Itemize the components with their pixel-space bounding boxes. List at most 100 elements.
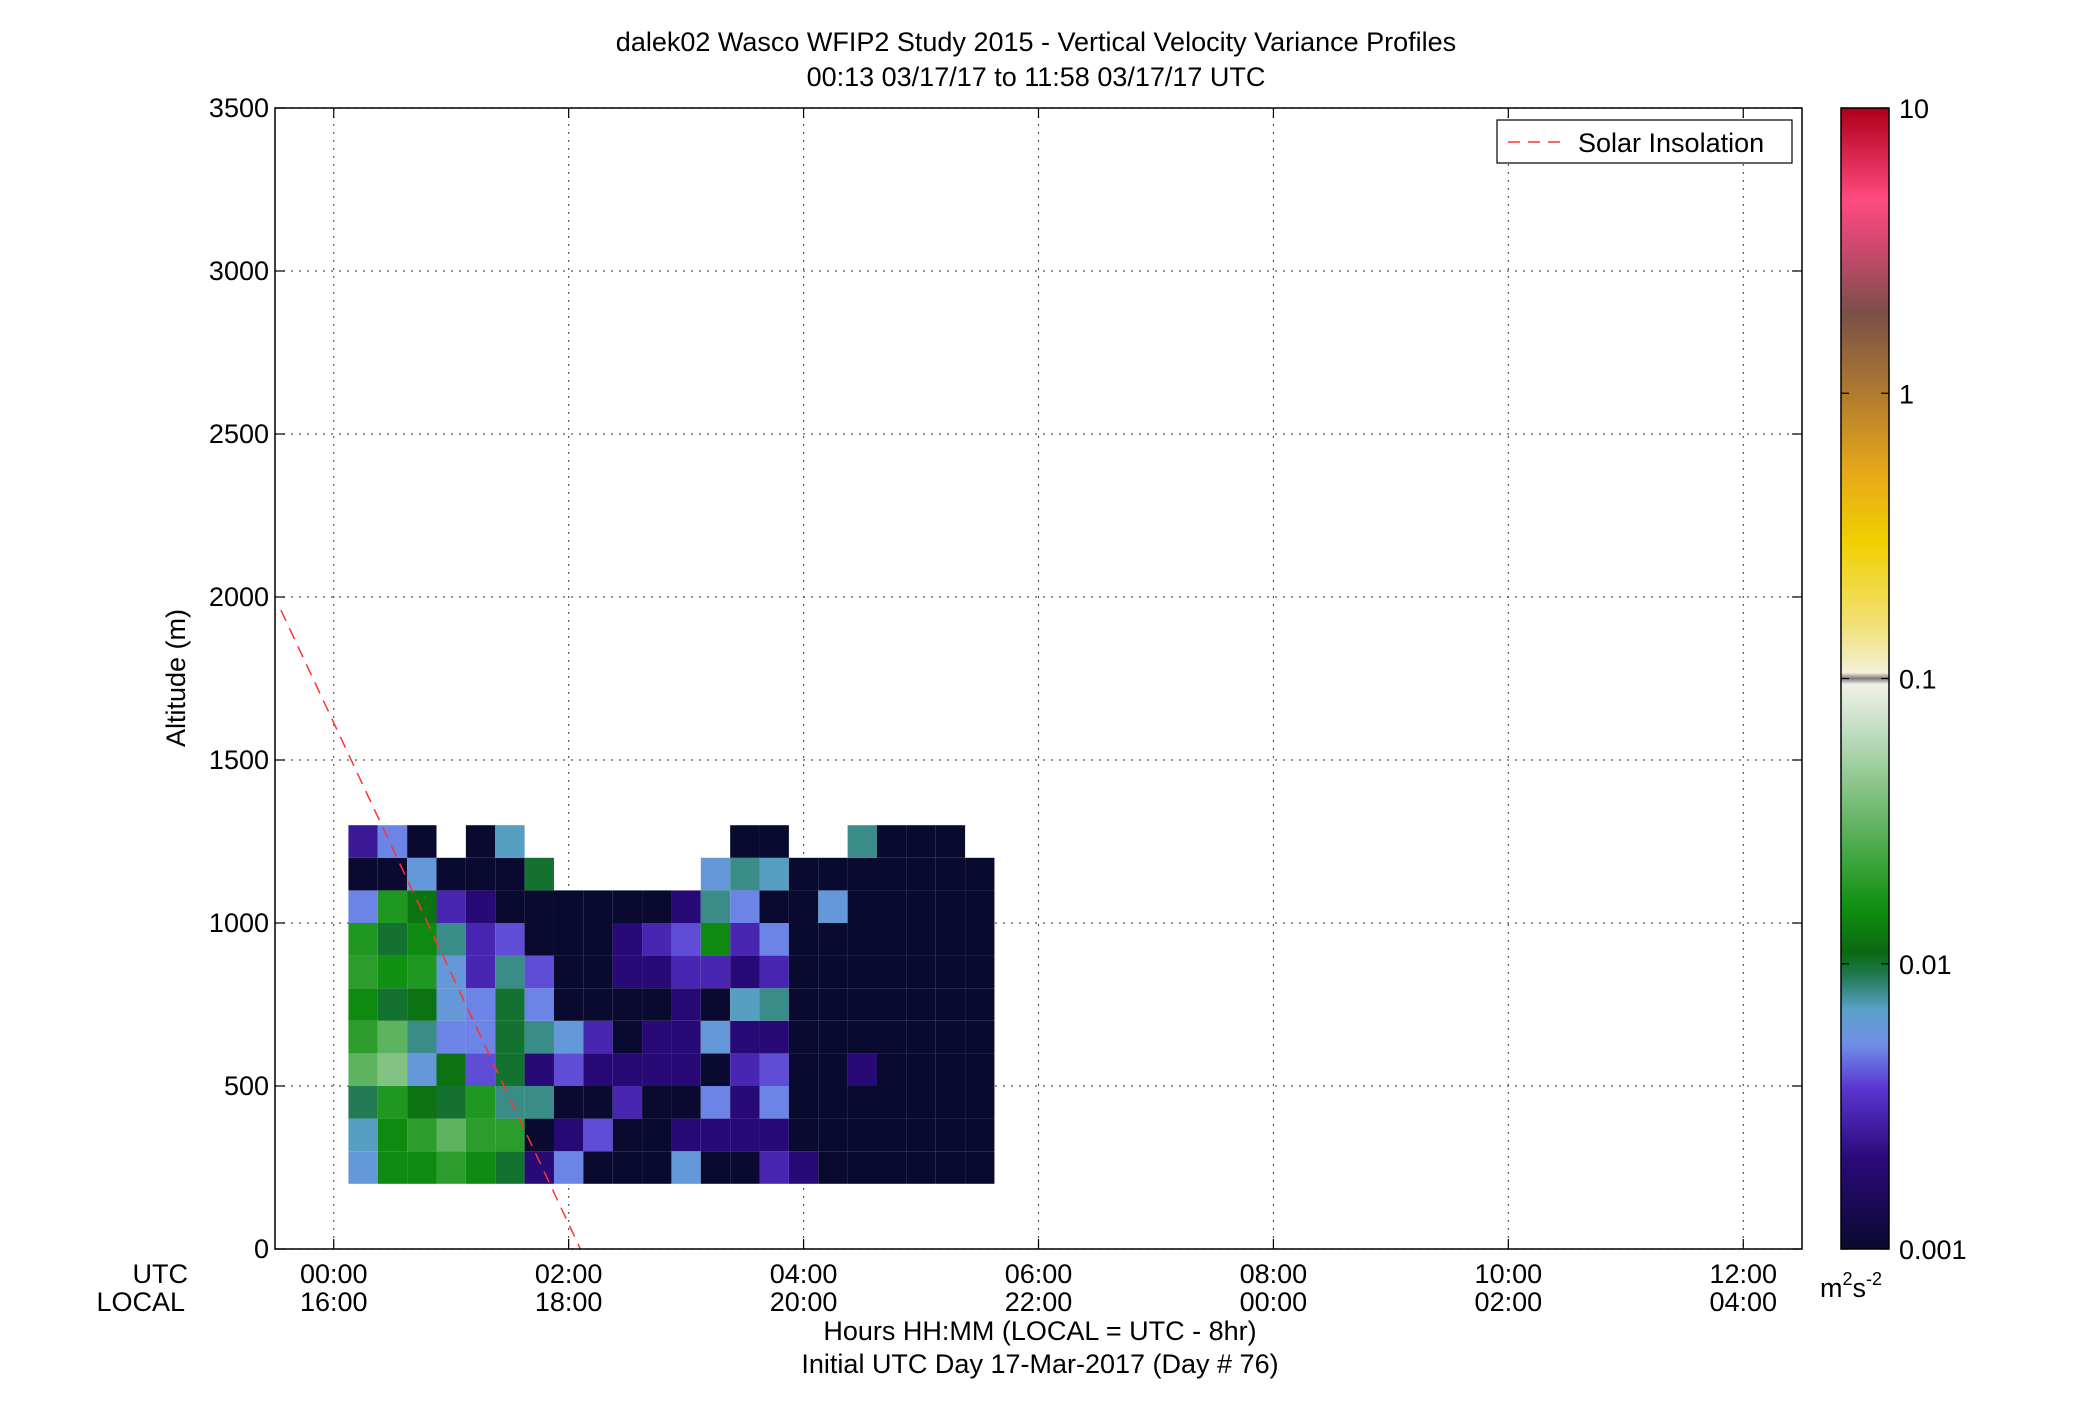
heatmap-cell bbox=[671, 1151, 701, 1184]
heatmap-cell bbox=[407, 923, 437, 956]
heatmap-cell bbox=[671, 1053, 701, 1086]
heatmap-cell bbox=[847, 825, 877, 858]
heatmap-cell bbox=[348, 857, 378, 891]
heatmap-cell bbox=[759, 988, 789, 1021]
heatmap-cell bbox=[524, 1020, 554, 1054]
heatmap-cell bbox=[965, 1151, 995, 1184]
heatmap-cell bbox=[730, 955, 760, 989]
heatmap-cell bbox=[495, 1020, 525, 1054]
heatmap-cell bbox=[818, 923, 848, 956]
heatmap-cell bbox=[759, 1053, 789, 1086]
heatmap-cell bbox=[965, 923, 995, 956]
heatmap-cell bbox=[407, 988, 437, 1021]
heatmap-cell bbox=[700, 955, 731, 989]
heatmap-cell bbox=[553, 890, 584, 923]
heatmap-cell bbox=[407, 1118, 437, 1152]
heatmap-cell bbox=[759, 1118, 789, 1152]
heatmap-cell bbox=[377, 955, 408, 989]
heatmap-cell bbox=[583, 1086, 613, 1119]
heatmap-cell bbox=[348, 955, 378, 989]
colorbar-tick-label: 1 bbox=[1899, 379, 1914, 409]
heatmap-cell bbox=[348, 923, 378, 956]
heatmap-cell bbox=[965, 890, 995, 923]
heatmap-cell bbox=[495, 1118, 525, 1152]
heatmap-cell bbox=[906, 857, 936, 891]
heatmap-cell bbox=[348, 1151, 378, 1184]
heatmap-cell bbox=[583, 1053, 613, 1086]
heatmap-cell bbox=[583, 988, 613, 1021]
heatmap-cell bbox=[465, 1151, 496, 1184]
heatmap-cell bbox=[642, 955, 672, 989]
heatmap-cell bbox=[553, 923, 584, 956]
y-tick-label: 2000 bbox=[209, 582, 269, 612]
heatmap-cell bbox=[700, 1053, 731, 1086]
heatmap-cell bbox=[377, 1086, 408, 1119]
heatmap-cell bbox=[935, 1020, 966, 1054]
heatmap-cell bbox=[436, 1053, 466, 1086]
heatmap-cell bbox=[553, 1118, 584, 1152]
heatmap-cell bbox=[700, 1151, 731, 1184]
heatmap-cell bbox=[700, 890, 731, 923]
colorbar: 0.001 0.01 0.1 1 10 m2s-2 bbox=[1820, 94, 1967, 1303]
heatmap-cell bbox=[935, 1151, 966, 1184]
y-tick-label: 500 bbox=[224, 1071, 269, 1101]
colorbar-unit-exp1: 2 bbox=[1843, 1269, 1853, 1289]
heatmap-cell bbox=[436, 955, 466, 989]
legend-solar-label: Solar Insolation bbox=[1578, 128, 1764, 158]
heatmap-cell bbox=[642, 890, 672, 923]
heatmap-cell bbox=[847, 890, 877, 923]
x-tick-label-local: 22:00 bbox=[1005, 1287, 1073, 1317]
legend: Solar Insolation bbox=[1496, 119, 1793, 164]
heatmap-cell bbox=[700, 923, 731, 956]
heatmap-cell bbox=[671, 890, 701, 923]
heatmap-cell bbox=[348, 825, 378, 858]
x-tick-label-utc: 12:00 bbox=[1709, 1259, 1777, 1289]
heatmap-cell bbox=[876, 923, 907, 956]
heatmap-cell bbox=[876, 1118, 907, 1152]
heatmap-cell bbox=[671, 923, 701, 956]
solar-insolation-series bbox=[280, 609, 582, 1250]
heatmap-cell bbox=[759, 890, 789, 923]
heatmap-cell bbox=[612, 1118, 643, 1152]
heatmap-cell bbox=[348, 988, 378, 1021]
heatmap-cell bbox=[377, 1118, 408, 1152]
heatmap-cell bbox=[524, 955, 554, 989]
heatmap-cell bbox=[730, 857, 760, 891]
heatmap-cell bbox=[759, 923, 789, 956]
heatmap-cell bbox=[935, 923, 966, 956]
x-axis-sublabel: Initial UTC Day 17-Mar-2017 (Day # 76) bbox=[801, 1349, 1278, 1379]
heatmap-cell bbox=[524, 988, 554, 1021]
heatmap-cell bbox=[465, 857, 496, 891]
heatmap-cell bbox=[965, 1118, 995, 1152]
y-axis-label: Altitude (m) bbox=[161, 609, 191, 747]
heatmap-cell bbox=[965, 955, 995, 989]
heatmap-cell bbox=[847, 1053, 877, 1086]
heatmap-cell bbox=[642, 1118, 672, 1152]
heatmap-cell bbox=[788, 923, 819, 956]
heatmap-cell bbox=[788, 1151, 819, 1184]
heatmap-cell bbox=[465, 825, 496, 858]
heatmap-cell bbox=[524, 1151, 554, 1184]
colorbar-unit-exp2: -2 bbox=[1866, 1269, 1882, 1289]
heatmap-cell bbox=[612, 1020, 643, 1054]
chart-subtitle: 00:13 03/17/17 to 11:58 03/17/17 UTC bbox=[807, 62, 1266, 92]
heatmap-cell bbox=[377, 923, 408, 956]
heatmap-cell bbox=[906, 923, 936, 956]
heatmap-cells bbox=[348, 825, 995, 1184]
x-tick-label-utc: 04:00 bbox=[770, 1259, 838, 1289]
heatmap-cell bbox=[612, 890, 643, 923]
heatmap-cell bbox=[612, 1086, 643, 1119]
heatmap-cell bbox=[436, 1151, 466, 1184]
heatmap-cell bbox=[612, 923, 643, 956]
y-tick-label: 3000 bbox=[209, 256, 269, 286]
heatmap-cell bbox=[730, 1118, 760, 1152]
heatmap-cell bbox=[847, 988, 877, 1021]
heatmap-cell bbox=[876, 988, 907, 1021]
heatmap-cell bbox=[965, 1086, 995, 1119]
y-tick-label: 1500 bbox=[209, 745, 269, 775]
heatmap-cell bbox=[465, 923, 496, 956]
heatmap-cell bbox=[818, 1053, 848, 1086]
heatmap-cell bbox=[788, 988, 819, 1021]
x-tick-label-local: 20:00 bbox=[770, 1287, 838, 1317]
heatmap-cell bbox=[906, 988, 936, 1021]
